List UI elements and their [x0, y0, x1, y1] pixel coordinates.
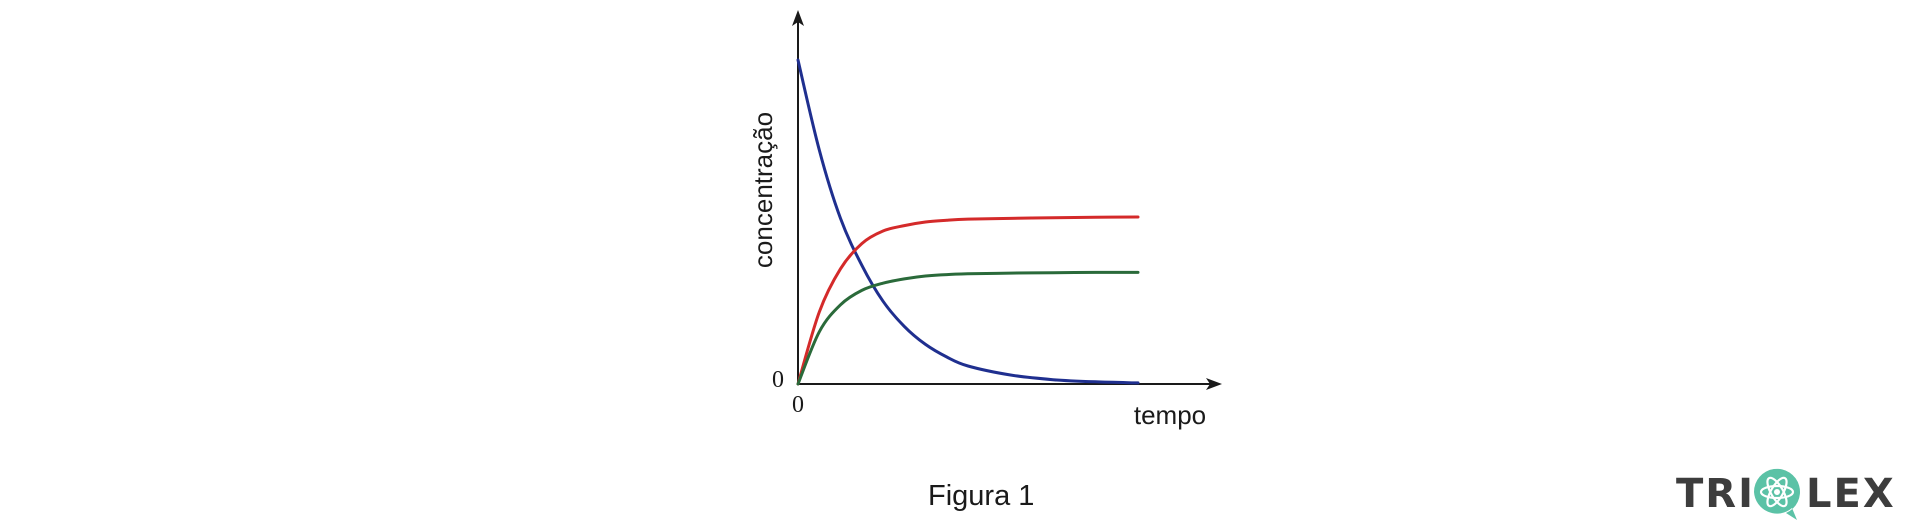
figure-caption: Figura 1 [928, 480, 1035, 512]
series-line-3 [796, 270, 1140, 386]
x-axis-arrow [1206, 378, 1222, 390]
series-line-2 [796, 215, 1140, 386]
plot-area [792, 10, 1222, 390]
x-tick-label: 0 [792, 392, 804, 418]
triolex-logo: TRI LEX [1676, 462, 1908, 522]
atom-icon [1753, 468, 1800, 520]
y-axis-arrow [792, 10, 804, 26]
y-tick-label: 0 [772, 367, 784, 393]
y-axis-label: concentração [748, 112, 778, 268]
series-line-1 [796, 58, 1140, 385]
logo-text-left: TRI [1676, 471, 1755, 517]
logo-text-right: LEX [1806, 471, 1896, 517]
x-axis-label: tempo [1134, 400, 1206, 430]
